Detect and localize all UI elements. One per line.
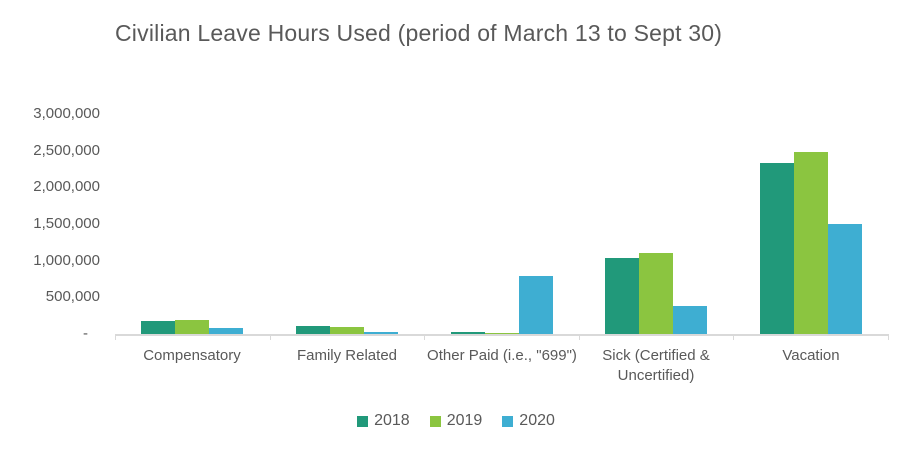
legend-swatch-icon bbox=[429, 415, 441, 427]
bar-2019-category-0 bbox=[175, 320, 209, 334]
bar-2018-category-4 bbox=[760, 163, 794, 334]
bar-2019-category-1 bbox=[330, 327, 364, 334]
legend: 2018 2019 2020 bbox=[0, 412, 912, 430]
legend-item-2018: 2018 bbox=[357, 412, 410, 430]
bar-2018-category-1 bbox=[296, 326, 330, 334]
x-axis-tick bbox=[270, 334, 271, 340]
x-axis-tick bbox=[733, 334, 734, 340]
y-tick-label: - bbox=[83, 325, 88, 342]
bar-2019-category-2 bbox=[485, 333, 519, 334]
x-axis: Compensatory Family Related Other Paid (i.… bbox=[115, 346, 888, 400]
plot-area bbox=[115, 114, 888, 336]
legend-label: 2020 bbox=[519, 412, 555, 429]
y-tick-label: 2,000,000 bbox=[33, 178, 100, 196]
category-label: Vacation bbox=[782, 347, 840, 364]
legend-swatch-icon bbox=[357, 415, 369, 427]
bar-2019-category-4 bbox=[794, 152, 828, 334]
category-label: Other Paid (i.e., "699") bbox=[427, 347, 577, 364]
bar-2020-category-4 bbox=[828, 224, 862, 334]
bar-2020-category-3 bbox=[673, 306, 707, 334]
y-tick-label: 500,000 bbox=[45, 288, 100, 306]
bar-2018-category-2 bbox=[451, 332, 485, 334]
category-label: Sick (Certified & Uncertified) bbox=[602, 347, 710, 384]
legend-swatch-icon bbox=[502, 415, 514, 427]
bar-2020-category-0 bbox=[209, 328, 243, 334]
y-tick-label: 2,500,000 bbox=[33, 141, 100, 159]
bar-2018-category-3 bbox=[605, 258, 639, 334]
x-axis-tick bbox=[424, 334, 425, 340]
category-label: Family Related bbox=[296, 347, 398, 364]
legend-item-2020: 2020 bbox=[502, 412, 555, 430]
y-tick-label: 3,000,000 bbox=[33, 105, 100, 122]
y-tick-label: 1,000,000 bbox=[33, 251, 100, 269]
legend-label: 2019 bbox=[446, 412, 483, 429]
x-axis-tick bbox=[115, 334, 116, 340]
x-axis-tick bbox=[888, 334, 889, 340]
chart-title: Civilian Leave Hours Used (period of Mar… bbox=[115, 20, 723, 46]
y-axis: 3,000,000 2,500,000 2,000,000 1,500,000 1,00… bbox=[0, 106, 100, 342]
bar-2019-category-3 bbox=[639, 253, 673, 334]
legend-item-2019: 2019 bbox=[429, 412, 483, 430]
x-axis-tick bbox=[579, 334, 580, 340]
y-tick-label: 1,500,000 bbox=[33, 215, 100, 232]
legend-label: 2018 bbox=[374, 412, 410, 429]
bar-2018-category-0 bbox=[141, 321, 175, 334]
category-label: Compensatory bbox=[143, 347, 241, 364]
bar-2020-category-1 bbox=[364, 332, 398, 334]
bar-2020-category-2 bbox=[519, 276, 553, 334]
